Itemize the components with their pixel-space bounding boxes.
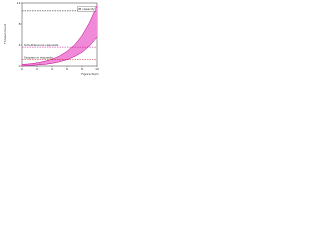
x-tick-label: 2 — [36, 67, 38, 71]
reference-label: Sequence requests — [24, 56, 53, 60]
x-tick-label: 4 — [51, 67, 53, 71]
reference-label: IB capacity — [78, 7, 95, 11]
series-line — [21, 5, 98, 65]
band-fill — [22, 5, 97, 66]
y-tick-label: 4 — [19, 43, 21, 47]
x-tick-label: 10 — [95, 67, 99, 71]
y-tick-label: 8 — [19, 22, 21, 26]
y-tick-label: 12 — [17, 1, 21, 5]
x-axis-label: Figure Num — [81, 72, 98, 76]
x-tick-label: 0 — [21, 67, 23, 71]
x-tick-label: 6 — [66, 67, 68, 71]
x-tick-label: 8 — [81, 67, 83, 71]
series-line — [21, 36, 98, 67]
label-box — [77, 6, 96, 12]
y-tick-label: 0 — [19, 64, 21, 68]
y-axis-label: Thread count — [3, 23, 7, 45]
reference-label: Simultaneous requests — [24, 43, 59, 47]
